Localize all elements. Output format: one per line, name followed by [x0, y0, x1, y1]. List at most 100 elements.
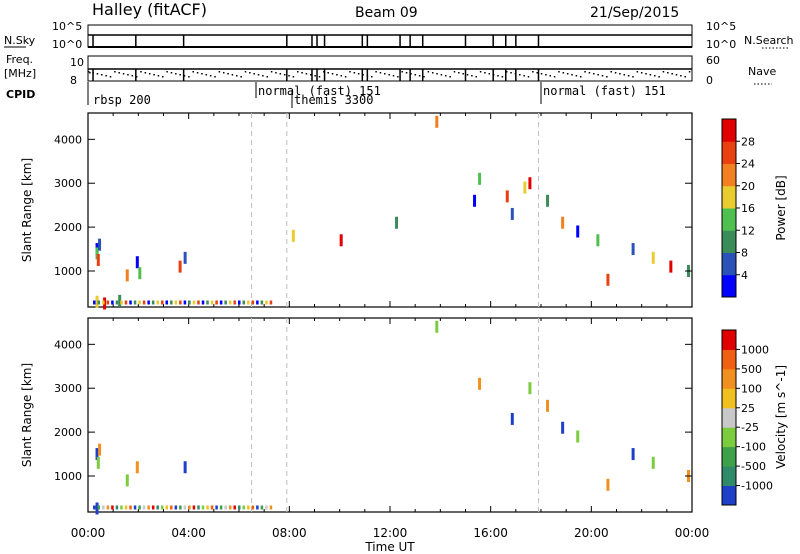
nave-point [653, 75, 656, 77]
data-point [118, 294, 122, 307]
nave-point [349, 71, 351, 73]
nave-point [610, 71, 612, 73]
nave-point [209, 75, 212, 77]
nave-point [336, 74, 338, 76]
nave-point [310, 74, 312, 76]
nave-point [449, 76, 451, 78]
freq-tick-high: 10 [70, 56, 84, 69]
nave-point [288, 75, 290, 77]
nsearch-tick-low: 10^0 [706, 38, 736, 51]
freq-strip: 10 8 Freq. [MHz] 60 0 Nave [4, 53, 776, 87]
nave-point [192, 71, 194, 73]
nave-point [536, 72, 538, 74]
nave-point [614, 72, 617, 74]
data-point [201, 505, 205, 510]
data-point [188, 300, 191, 305]
nsky-strip: 10^5 10^0 N.Sky 10^5 10^0 N.Search [4, 20, 794, 51]
cpid-segment-1: rbsp 200 [93, 93, 151, 107]
nave-point [344, 76, 347, 78]
nave-point [423, 76, 425, 78]
colorbar-tick-label: -500 [741, 460, 766, 473]
data-point [561, 216, 565, 229]
nave-point [188, 76, 190, 78]
data-point [95, 247, 99, 260]
colorbar-tick-label: 24 [741, 158, 755, 171]
nave-point [418, 75, 421, 77]
nave-point [684, 76, 686, 78]
data-point [606, 478, 610, 491]
data-point [473, 194, 477, 207]
nave-point [431, 72, 434, 74]
nave-point [606, 76, 608, 78]
data-point [111, 505, 114, 510]
nave-point [205, 74, 208, 76]
nave-point [540, 73, 543, 75]
data-point [96, 254, 100, 267]
nsearch-label: N.Search [744, 34, 794, 47]
data-point [269, 300, 273, 305]
nave-point [301, 72, 303, 74]
data-point [256, 505, 259, 510]
data-point [95, 502, 99, 515]
x-tick-label: 08:00 [272, 526, 307, 540]
nave-point [640, 72, 643, 74]
nave-point [140, 71, 142, 73]
colorbar-tick-label: -100 [741, 441, 766, 454]
nave-point [562, 72, 565, 74]
data-point [142, 300, 146, 305]
nave-point [436, 73, 438, 75]
data-point [206, 300, 209, 305]
nave-point [183, 75, 186, 77]
data-point [170, 300, 173, 305]
data-point [233, 300, 236, 305]
nave-point [340, 75, 343, 77]
data-point [125, 269, 129, 282]
data-point [97, 300, 101, 305]
nave-point [153, 74, 155, 76]
nave-point [584, 71, 586, 73]
nave-point [649, 74, 652, 76]
nave-point [244, 71, 247, 73]
power-colorbar-label: Power [dB] [774, 175, 788, 240]
nsky-tick-low: 10^0 [52, 38, 82, 51]
colorbar-tick-label: 28 [741, 135, 755, 148]
nave-point [658, 76, 660, 78]
data-point [339, 234, 343, 247]
nave-point [601, 75, 604, 77]
velocity-colorbar: 1000 500 100 25 -25 -100 -500 -1000 Velocity [m… [721, 329, 788, 506]
data-point [138, 300, 141, 305]
data-point [115, 300, 119, 305]
data-point [165, 300, 169, 305]
nave-point [249, 72, 251, 74]
data-point [103, 297, 107, 310]
nave-point [135, 76, 138, 78]
data-point [156, 505, 159, 510]
data-point [269, 505, 273, 510]
data-point [546, 399, 550, 412]
data-point [528, 382, 532, 395]
data-point [96, 456, 100, 469]
nave-point [667, 72, 669, 74]
colorbar-tick-label: 8 [741, 247, 748, 260]
date-title: 21/Sep/2015 [590, 5, 679, 21]
time-xlabel: Time UT [364, 540, 415, 554]
y-tick-label: 1000 [54, 265, 82, 278]
data-point [151, 300, 155, 305]
colorbar-segment [722, 163, 736, 187]
data-point [201, 300, 205, 305]
velocity-panel: 1000 2000 3000 4000 Slant Range [km] 00:00 0… [20, 317, 709, 554]
x-tick-label: 20:00 [574, 526, 609, 540]
colorbar-tick-label: 1000 [741, 343, 769, 356]
data-point [197, 505, 200, 510]
data-point [165, 505, 169, 510]
nave-tick-low: 0 [706, 74, 713, 87]
nave-point [240, 76, 242, 78]
data-point [97, 505, 101, 510]
data-point [197, 300, 200, 305]
nave-point [575, 75, 578, 77]
cpid-segment-3: themis 3300 [294, 93, 373, 107]
x-tick-label: 04:00 [171, 526, 206, 540]
nave-point [453, 71, 456, 73]
nave-point [579, 76, 582, 78]
nave-point [148, 73, 151, 75]
